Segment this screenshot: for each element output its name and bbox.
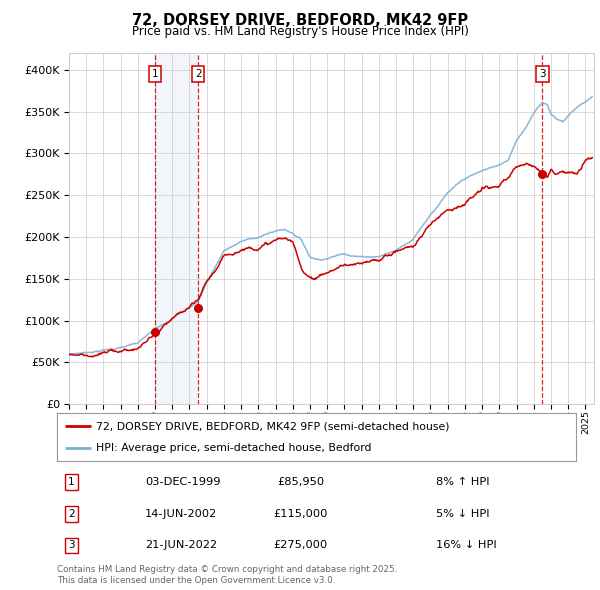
Text: 72, DORSEY DRIVE, BEDFORD, MK42 9FP: 72, DORSEY DRIVE, BEDFORD, MK42 9FP [132, 13, 468, 28]
Text: 2: 2 [195, 69, 202, 79]
Text: £85,950: £85,950 [277, 477, 325, 487]
Text: HPI: Average price, semi-detached house, Bedford: HPI: Average price, semi-detached house,… [96, 443, 371, 453]
Text: 21-JUN-2022: 21-JUN-2022 [145, 540, 217, 550]
Text: 14-JUN-2002: 14-JUN-2002 [145, 509, 217, 519]
Text: 1: 1 [152, 69, 158, 79]
Text: 3: 3 [68, 540, 75, 550]
Text: 16% ↓ HPI: 16% ↓ HPI [436, 540, 497, 550]
Text: Price paid vs. HM Land Registry's House Price Index (HPI): Price paid vs. HM Land Registry's House … [131, 25, 469, 38]
Bar [155, 53, 198, 404]
Text: 2: 2 [68, 509, 75, 519]
Text: 72, DORSEY DRIVE, BEDFORD, MK42 9FP (semi-detached house): 72, DORSEY DRIVE, BEDFORD, MK42 9FP (sem… [96, 421, 449, 431]
Text: 5% ↓ HPI: 5% ↓ HPI [436, 509, 490, 519]
Text: £115,000: £115,000 [274, 509, 328, 519]
Text: 8% ↑ HPI: 8% ↑ HPI [436, 477, 490, 487]
Text: 3: 3 [539, 69, 545, 79]
Text: 1: 1 [68, 477, 75, 487]
Text: 03-DEC-1999: 03-DEC-1999 [145, 477, 221, 487]
Text: £275,000: £275,000 [274, 540, 328, 550]
Text: Contains HM Land Registry data © Crown copyright and database right 2025.
This d: Contains HM Land Registry data © Crown c… [57, 565, 397, 585]
